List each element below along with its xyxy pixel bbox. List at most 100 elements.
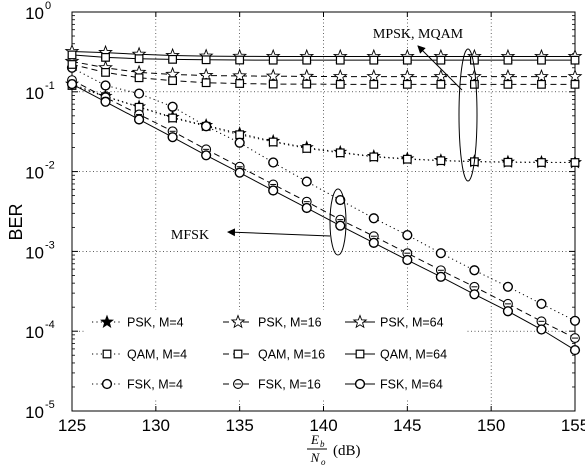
series-fsk-m-64 [66,78,581,356]
y-tick-label: 10 [25,243,44,262]
data-point [503,157,513,167]
x-label-numerator-sub: b [320,439,325,449]
legend-marker [230,314,246,329]
legend-item: PSK, M=4 [92,314,184,330]
data-point [537,55,546,65]
data-point [268,157,279,168]
data-point [469,265,480,276]
data-point [569,344,581,356]
annotation-mpsk-mqam: MPSK, MQAM [373,27,464,42]
annotation-mfsk: MFSK [171,228,209,243]
data-point [301,176,312,187]
series-qam-m-16 [67,60,580,89]
y-tick-exponent: -3 [45,239,55,251]
x-label-unit: (dB) [333,443,361,459]
legend-item: QAM, M=64 [345,348,447,362]
legend-item: QAM, M=16 [223,348,325,362]
data-point [502,281,514,292]
data-point [436,156,446,166]
data-point [134,73,144,83]
data-point [101,68,110,77]
data-point [198,67,214,82]
data-point [299,68,315,83]
data-point [66,78,78,90]
y-tick-label: 10 [25,164,44,183]
data-point [167,101,178,112]
data-point [402,154,412,164]
legend-label: FSK, M=16 [258,378,321,392]
x-tick-label: 140 [309,416,337,435]
data-point [467,68,482,83]
data-point [201,78,211,88]
data-point [133,114,145,125]
data-point [470,79,479,89]
data-point [101,52,110,62]
data-point [567,68,583,83]
data-point [502,306,514,317]
data-point [503,79,513,89]
data-point [268,185,279,196]
legend-label: QAM, M=64 [380,348,447,362]
data-point [569,315,581,326]
legend-item: FSK, M=4 [92,378,183,392]
x-label-denominator-sub: o [321,457,326,467]
x-tick-label: 135 [225,416,253,435]
data-point [433,68,449,83]
legend-label: PSK, M=4 [127,316,184,330]
data-point [201,121,212,132]
legend-marker [102,349,112,359]
series-line [71,54,575,61]
data-point [235,130,245,140]
y-tick-label: 10 [25,323,44,342]
data-point [234,137,245,148]
legend-marker [355,349,365,359]
data-point [436,79,446,89]
series-qam-m-64 [67,50,580,65]
data-point [399,68,415,83]
data-point [167,132,178,143]
data-point [536,316,547,327]
legend-marker [233,349,243,359]
data-point [335,148,345,158]
legend-marker [352,314,368,329]
y-tick-exponent: -5 [45,399,55,411]
data-point [235,55,245,65]
legend-label: FSK, M=64 [380,378,443,392]
data-point [366,68,382,83]
x-tick-label: 125 [58,416,86,435]
series-line [71,63,575,85]
y-tick-exponent: -1 [45,80,55,92]
x-label-numerator: E [310,432,319,447]
data-point [302,55,312,65]
data-point [168,76,178,86]
legend-label: PSK, M=64 [380,316,444,330]
data-point [232,68,248,83]
data-point [201,55,211,65]
data-point [402,79,412,89]
data-point [268,137,278,147]
annotations: MPSK, MQAM MFSK [171,27,478,256]
data-point [332,68,348,83]
legend-label: QAM, M=16 [258,348,325,362]
legend-marker [233,379,243,389]
data-point [67,50,77,60]
data-point [368,237,379,248]
legend-item: PSK, M=16 [223,314,322,330]
x-tick-label: 145 [393,416,421,435]
data-point [335,55,345,65]
data-point [301,202,312,214]
data-point [469,289,480,300]
legend-item: FSK, M=64 [345,378,443,392]
data-point [503,55,513,65]
data-point [335,79,345,89]
data-point [234,167,245,178]
data-point [201,150,212,161]
x-tick-label: 130 [142,416,170,435]
legend-label: PSK, M=16 [258,316,322,330]
data-point [268,79,278,89]
data-point [570,55,580,65]
series-line [71,79,576,339]
y-axis-label: BER [6,203,26,240]
series-line [71,83,576,164]
series-line [71,50,575,57]
